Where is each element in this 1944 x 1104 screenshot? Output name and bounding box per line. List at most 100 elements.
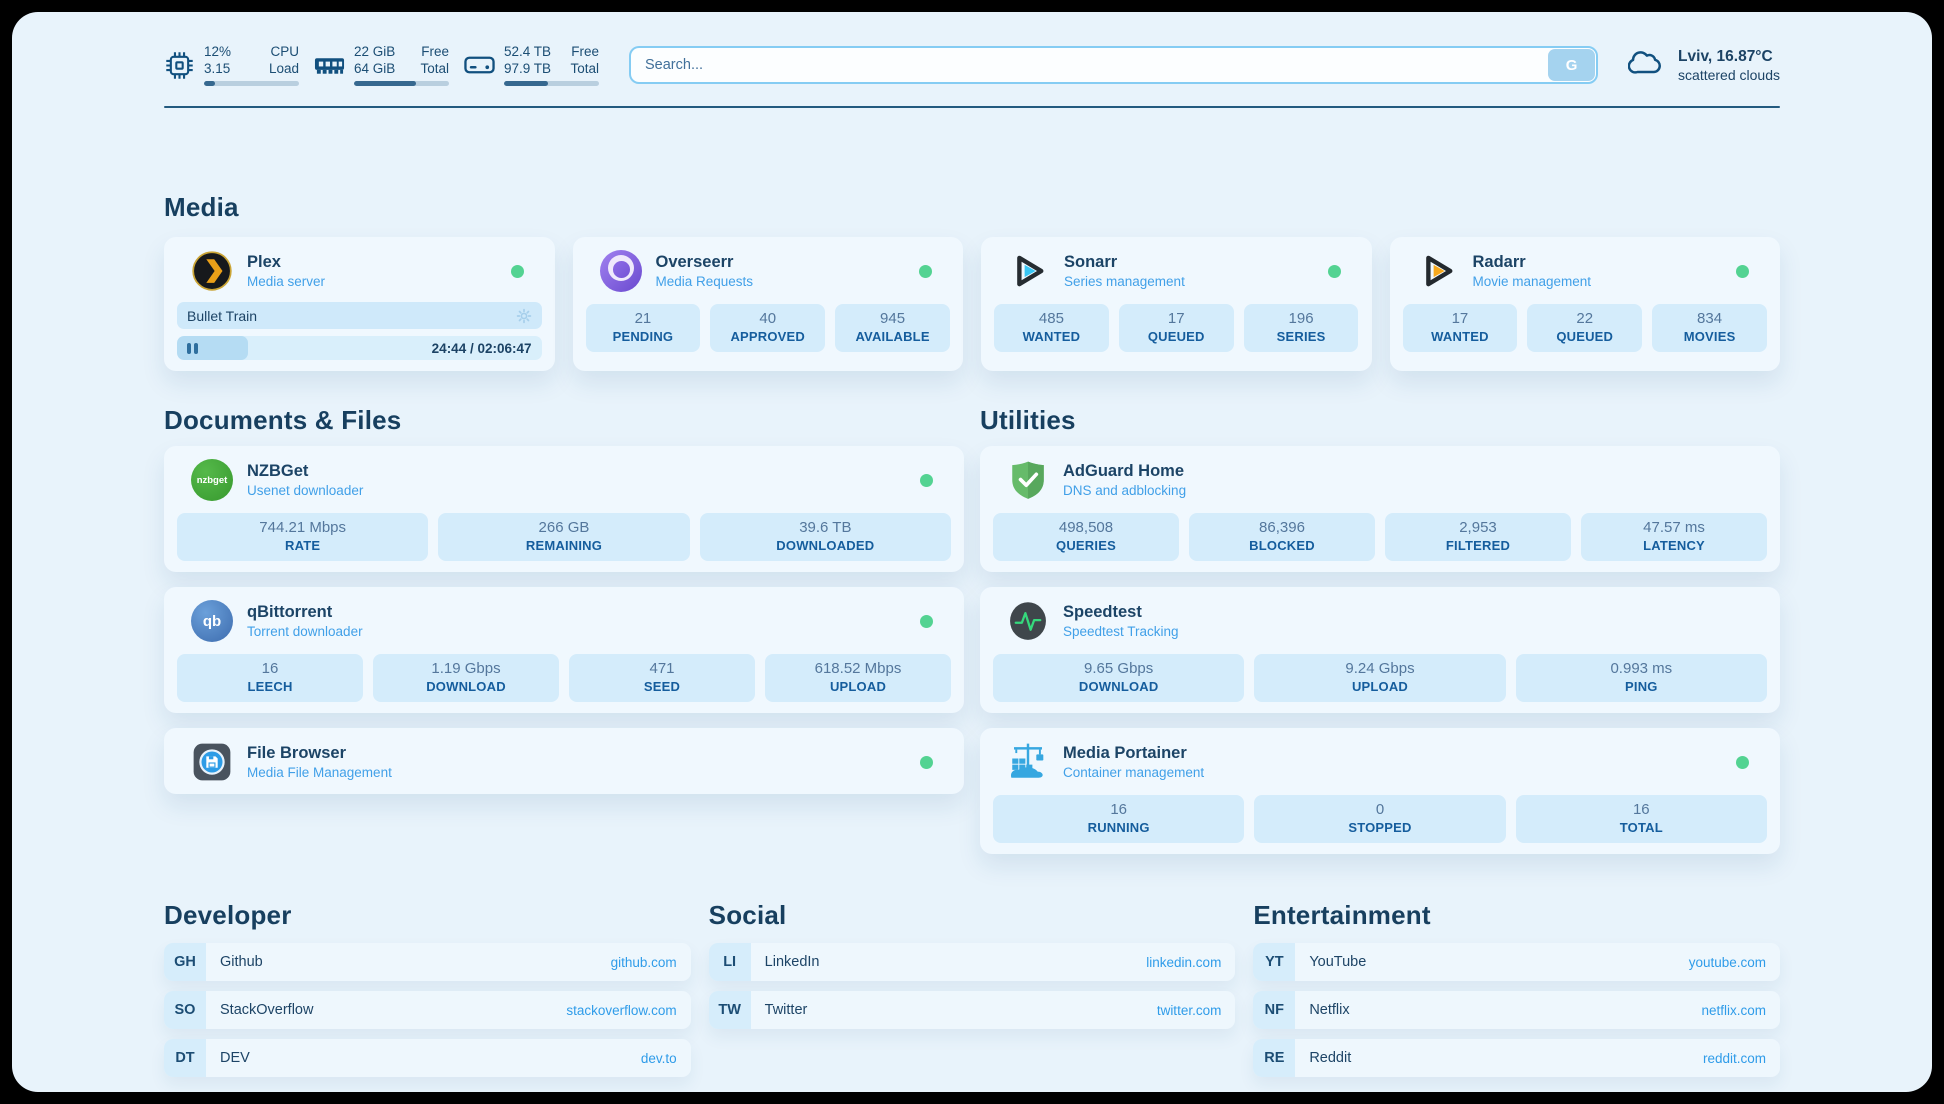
adguard-card[interactable]: AdGuard Home DNS and adblocking 498,508 Q… [980,446,1780,572]
disk-total-value: 97.9 TB [504,60,552,76]
app-desc: Media Requests [655,274,754,289]
app-desc: Series management [1064,274,1185,289]
ram-free-label: Free [421,44,449,60]
radarr-icon [1417,250,1459,292]
media-section: Media Plex Media server Bullet Train [164,192,1780,371]
cpu-stat: 12% 3.15 CPU Load [164,44,299,86]
app-name: Sonarr [1064,253,1118,271]
developer-section-title: Developer [164,900,292,930]
link-badge: YT [1253,943,1296,981]
stat-box: 196 SERIES [1243,304,1359,352]
link-badge: DT [164,1039,206,1077]
stat-box: 9.65 Gbps DOWNLOAD [993,654,1245,702]
link-github[interactable]: GH Github github.com [164,943,691,981]
media-section-title: Media [164,192,239,222]
ram-progress-bar [354,80,449,86]
status-dot [1736,755,1749,769]
stat-box: 17 QUEUED [1118,304,1234,352]
now-playing-row: Bullet Train [177,302,542,329]
link-badge: TW [708,991,751,1029]
app-desc: Movie management [1472,274,1592,289]
link-badge: NF [1253,991,1296,1029]
link-url: linkedin.com [1146,954,1222,970]
documents-section: Documents & Files nzbget NZBGet Usenet d… [164,405,964,854]
social-section: Social LI LinkedIn linkedin.com TW Twitt… [708,900,1236,1029]
link-url: github.com [610,954,677,970]
sonarr-card[interactable]: Sonarr Series management 485 WANTED 17 QUE… [981,237,1372,371]
app-desc: Media server [247,274,326,289]
playback-time: 24:44 / 02:06:47 [431,340,532,356]
link-name: YouTube [1309,954,1367,970]
speedtest-card[interactable]: Speedtest Speedtest Tracking 9.65 Gbps DO… [980,587,1780,713]
link-linkedin[interactable]: LI LinkedIn linkedin.com [708,943,1236,981]
dashboard-panel: 12% 3.15 CPU Load 22 GiB 64 GiB Free Total [12,12,1932,1092]
stat-box: 2,953 FILTERED [1385,513,1571,561]
disk-free-label: Free [571,44,599,60]
stat-box: 21 PENDING [585,304,701,352]
speedtest-icon [1007,600,1049,642]
filebrowser-card[interactable]: File Browser Media File Management [164,728,964,794]
portainer-card[interactable]: Media Portainer Container management 16 R… [980,728,1780,854]
stat-box: 0 STOPPED [1254,795,1506,843]
plex-card[interactable]: Plex Media server Bullet Train 24:44 / 0… [164,237,555,371]
app-desc: Container management [1063,765,1205,780]
link-dev[interactable]: DT DEV dev.to [164,1039,691,1077]
link-netflix[interactable]: NF Netflix netflix.com [1253,991,1780,1029]
stat-box: 485 WANTED [994,304,1109,352]
status-dot [1736,264,1749,278]
app-name: Plex [247,253,281,271]
nzbget-card[interactable]: nzbget NZBGet Usenet downloader 744.21 M… [164,446,964,572]
link-twitter[interactable]: TW Twitter twitter.com [708,991,1236,1029]
cpu-percent: 12% [204,44,232,60]
link-stackoverflow[interactable]: SO StackOverflow stackoverflow.com [164,991,691,1029]
disk-free-value: 52.4 TB [504,44,552,60]
cpu-load-label: Load [268,60,299,76]
stat-box: 1.19 Gbps DOWNLOAD [373,654,559,702]
link-url: dev.to [640,1050,677,1066]
stat-box: 86,396 BLOCKED [1189,513,1375,561]
disk-progress-bar [504,80,599,86]
gear-icon[interactable] [516,308,532,324]
app-name: qBittorrent [247,603,333,621]
stat-box: 39.6 TB DOWNLOADED [699,513,951,561]
status-dot [510,264,524,278]
link-url: stackoverflow.com [566,1002,677,1018]
qbittorrent-icon: qb [191,600,233,642]
stat-box: 16 LEECH [177,654,363,702]
qbittorrent-card[interactable]: qb qBittorrent Torrent downloader 16 LEEC… [164,587,964,713]
stat-box: 47.57 ms LATENCY [1581,513,1767,561]
pause-icon[interactable] [187,342,198,354]
disk-total-label: Total [570,60,599,76]
search-input[interactable] [629,46,1599,84]
stat-box: 266 GB REMAINING [438,513,690,561]
stat-box: 744.21 Mbps RATE [177,513,429,561]
stat-box: 22 QUEUED [1527,304,1643,352]
stat-box: 16 TOTAL [1515,795,1767,843]
app-name: Overseerr [655,253,734,271]
link-name: Twitter [764,1002,808,1018]
disk-icon [464,53,495,77]
overseerr-card[interactable]: Overseerr Media Requests 21 PENDING 40 APP… [572,237,963,371]
stat-box: 498,508 QUERIES [993,513,1179,561]
link-name: Reddit [1309,1050,1352,1066]
header-divider [164,106,1780,108]
cpu-label: CPU [270,44,299,60]
link-name: DEV [220,1050,250,1066]
link-youtube[interactable]: YT YouTube youtube.com [1253,943,1780,981]
link-reddit[interactable]: RE Reddit reddit.com [1253,1039,1780,1077]
stat-box: 16 RUNNING [993,795,1245,843]
entertainment-section: Entertainment YT YouTube youtube.com NF … [1253,900,1780,1077]
system-stats: 12% 3.15 CPU Load 22 GiB 64 GiB Free Total [164,44,599,86]
google-search-button[interactable]: G [1548,49,1596,81]
developer-section: Developer GH Github github.com SO StackO… [164,900,691,1077]
stat-box: 945 AVAILABLE [835,304,950,352]
app-name: NZBGet [247,462,309,480]
radarr-card[interactable]: Radarr Movie management 17 WANTED 22 QUEUE… [1389,237,1780,371]
weather-widget: Lviv, 16.87°C scattered clouds [1627,47,1780,83]
sonarr-icon [1008,250,1050,292]
link-badge: LI [708,943,751,981]
nzbget-icon: nzbget [191,459,233,501]
link-badge: RE [1253,1039,1296,1077]
cpu-load-value: 3.15 [204,60,231,76]
weather-location-temp: Lviv, 16.87°C [1678,47,1773,65]
